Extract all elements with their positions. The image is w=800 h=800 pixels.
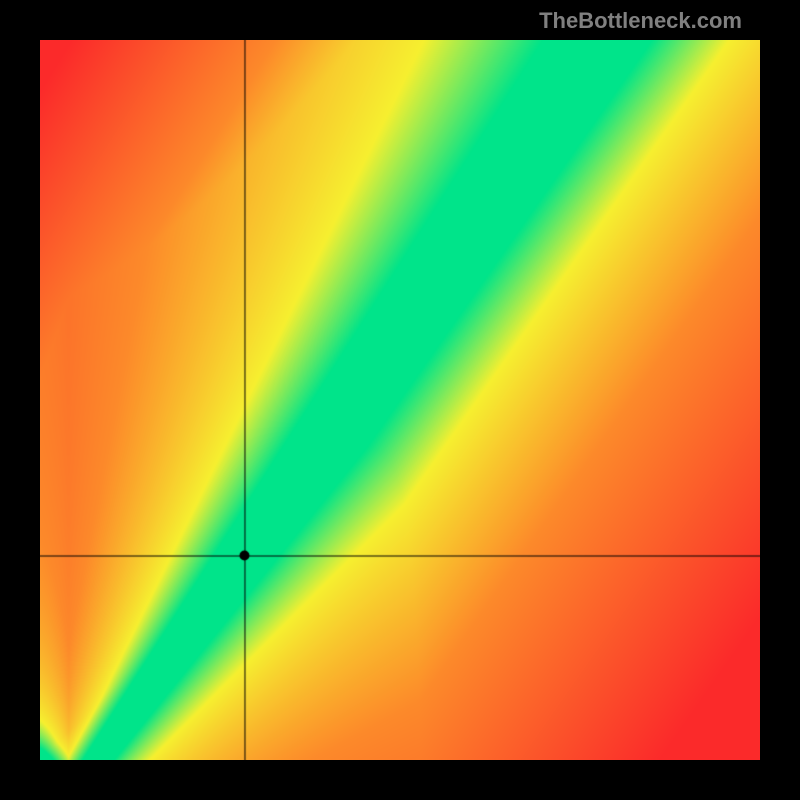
heatmap-canvas	[40, 40, 760, 760]
watermark-text: TheBottleneck.com	[539, 8, 742, 34]
bottleneck-heatmap	[40, 40, 760, 760]
